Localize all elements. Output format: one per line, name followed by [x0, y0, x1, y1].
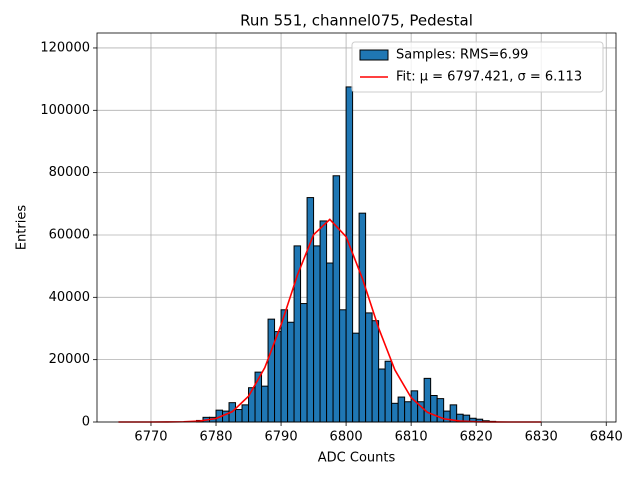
x-axis-label: ADC Counts [318, 451, 396, 466]
y-tick-label: 0 [82, 415, 90, 430]
x-tick-label: 6820 [460, 430, 493, 445]
histogram-bar [339, 309, 347, 423]
y-tick-label: 80000 [49, 165, 90, 180]
histogram-bar [306, 197, 315, 423]
chart-title: Run 551, channel075, Pedestal [240, 12, 473, 30]
histogram-bar [423, 377, 432, 423]
histogram-bar [287, 321, 295, 423]
histogram-bar [332, 175, 341, 423]
histogram-bar [358, 212, 367, 423]
y-tick-label: 100000 [40, 103, 90, 118]
y-tick-label: 120000 [40, 40, 90, 55]
histogram-bar [326, 262, 334, 423]
y-axis-label: Entries [15, 205, 30, 251]
histogram-bar [241, 404, 250, 423]
histogram-bar [378, 368, 386, 423]
histogram-bar [319, 220, 328, 423]
x-tick-label: 6790 [265, 430, 298, 445]
histogram-bar [391, 402, 399, 423]
histogram-bar [261, 385, 269, 423]
histogram-bar [404, 401, 412, 423]
histogram-bar [248, 387, 256, 423]
histogram-bar [443, 410, 451, 423]
histogram-bar [410, 390, 419, 423]
histogram-bar [352, 332, 360, 423]
x-tick-label: 6840 [590, 430, 623, 445]
plot-area: 6770 6780 6790 6800 6810 6820 6830 6840 0 20000 40… [40, 32, 623, 445]
axes-frame [96, 32, 617, 423]
histogram-bar [384, 360, 393, 423]
histogram-bar [267, 318, 276, 423]
histogram-bar [235, 409, 243, 423]
histogram-bar [345, 86, 354, 423]
histogram-bar [430, 395, 438, 423]
legend-box [351, 41, 604, 93]
histogram-bar [371, 320, 380, 423]
histogram-bar [280, 309, 289, 423]
x-tick-label: 6780 [199, 430, 232, 445]
legend-swatch [359, 49, 389, 61]
x-tick-label: 6830 [525, 430, 558, 445]
x-tick-label: 6810 [395, 430, 428, 445]
histogram-bar [300, 303, 308, 423]
x-tick-label: 6770 [134, 430, 167, 445]
histogram-bar [365, 312, 373, 423]
y-tick-label: 40000 [49, 290, 90, 305]
fit-line [118, 218, 542, 423]
histogram-bar [313, 245, 321, 423]
y-tick-label: 20000 [49, 352, 90, 367]
histogram-bar [397, 396, 406, 423]
histogram-bar [274, 331, 282, 423]
x-tick-label: 6800 [330, 430, 363, 445]
legend-label: Samples: RMS=6.99 [396, 48, 528, 63]
y-tick-label: 60000 [49, 227, 90, 242]
histogram-bar [293, 245, 302, 423]
legend-label: Fit: μ = 6797.421, σ = 6.113 [396, 70, 582, 85]
